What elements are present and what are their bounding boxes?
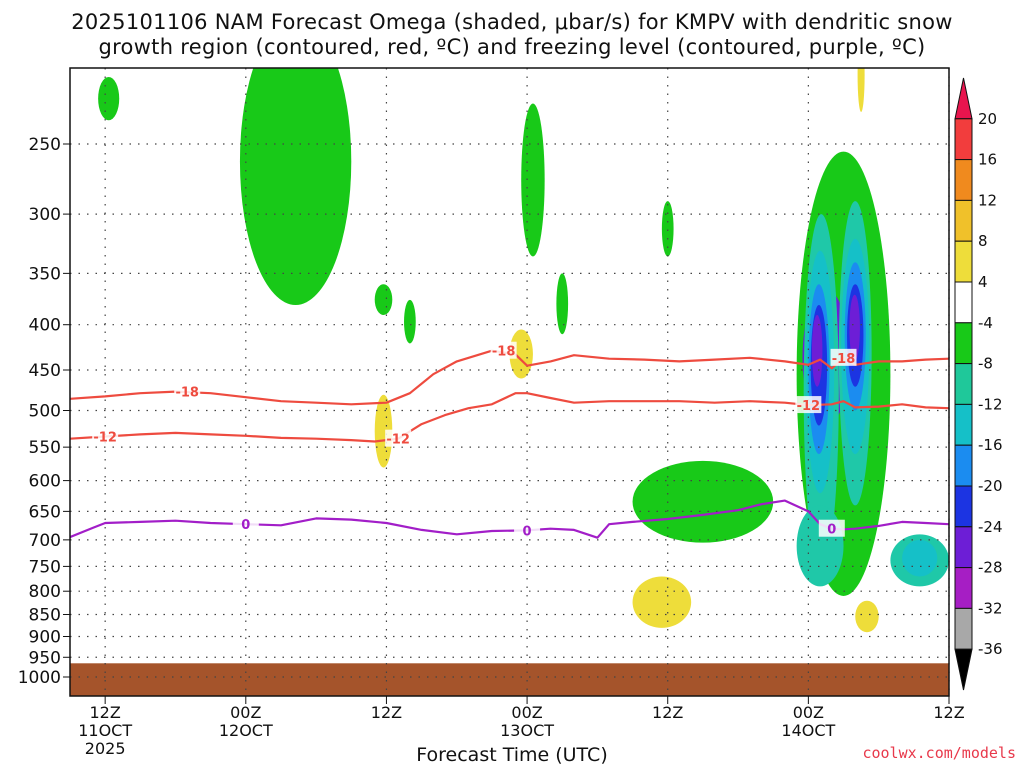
omega-shade-region [556,273,569,335]
omega-shade-region [661,201,674,257]
omega-shade-region [632,576,692,628]
colorbar-swatch [954,403,973,446]
x-tick-label: 14OCT [781,721,835,740]
contour-label: -12 [386,433,410,448]
y-tick-label: 900 [29,627,61,647]
colorbar-label: -36 [978,640,1003,658]
x-tick-label: 11OCT [78,721,132,740]
contour-label: -12 [797,399,821,414]
y-tick-label: 850 [29,606,61,626]
colorbar-swatch [954,322,973,365]
y-tick-label: 650 [29,502,61,522]
omega-core-region [902,539,938,577]
x-tick-label: 12Z [371,703,402,722]
colorbar-label: 16 [978,151,997,169]
y-tick-label: 800 [29,582,61,602]
contour-label: 0 [523,524,532,539]
omega-shade-region [98,76,120,121]
contour-label-bg [514,521,541,539]
y-tick-label: 450 [29,361,61,381]
colorbar-arrow-bottom [954,648,973,691]
contour-label-bg [830,348,857,366]
x-tick-label: 12Z [89,703,120,722]
y-tick-label: 700 [29,531,61,551]
plot-frame [69,67,950,697]
contour-label: 0 [241,518,250,533]
y-tick-label: 550 [29,438,61,458]
colorbar-swatch [954,526,973,569]
omega-core-region [811,314,823,387]
colorbar-swatch [954,567,973,609]
omega-shade-region [239,68,352,305]
colorbar-swatch [954,444,973,487]
colorbar-label: -16 [978,436,1003,454]
x-tick-label: 12Z [933,703,964,722]
chart-title-line1: 2025101106 NAM Forecast Omega (shaded, μ… [71,10,953,34]
x-axis-title: Forecast Time (UTC) [416,744,608,766]
colorbar-swatch [954,118,973,161]
contour-line [70,392,949,443]
colorbar-label: 4 [978,273,988,291]
contour-label-bg [232,515,259,533]
omega-shade-region [521,103,545,257]
omega-shade-region [374,394,393,468]
colorbar-label: -8 [978,355,993,373]
colorbar-swatch [954,159,973,201]
omega-shade-region [632,460,774,543]
colorbar-label: -24 [978,518,1003,536]
y-tick-label: 350 [29,264,61,284]
x-tick-label: 00Z [230,703,261,722]
colorbar-label: 12 [978,191,997,209]
colorbar-label: 8 [978,232,988,250]
colorbar-label: -28 [978,559,1003,577]
contour-label-bg [795,396,822,414]
omega-core-region [849,294,860,362]
x-tick-label: 00Z [793,703,824,722]
colorbar-swatch [954,607,973,650]
y-tick-label: 400 [29,316,61,336]
omega-shade-region [404,299,416,344]
colorbar-arrow-top [954,77,973,120]
chart-title-line2: growth region (contoured, red, ºC) and f… [98,35,926,59]
colorbar-label: -4 [978,314,993,332]
omega-shade-region [374,284,393,315]
x-tick-label: 12OCT [219,721,273,740]
contour-label-bg [385,429,412,447]
contour-label: -12 [93,431,117,446]
y-tick-label: 500 [29,402,61,422]
colorbar-label: -20 [978,477,1003,495]
colorbar-swatch [954,199,973,242]
contour-label-bg [818,519,845,537]
colorbar-label: -12 [978,395,1003,413]
y-tick-label: 300 [29,205,61,225]
terrain-ground [70,663,949,696]
y-tick-label: 1000 [18,668,61,688]
contour-label: -18 [492,345,516,360]
y-tick-label: 250 [29,135,61,155]
y-tick-label: 750 [29,557,61,577]
contour-label: 0 [827,523,836,538]
colorbar-swatch [954,363,973,405]
colorbar-swatch [954,240,973,283]
contour-label-bg [490,341,517,359]
x-tick-label: 2025 [85,739,126,758]
colorbar-label: 20 [978,110,997,128]
contour-label-bg [92,427,119,445]
site-credit[interactable]: coolwx.com/models [862,744,1016,762]
contour-label: -18 [175,386,199,401]
contour-label: -18 [832,352,856,367]
colorbar-swatch [954,281,973,324]
contour-label-bg [174,382,201,400]
x-tick-label: 12Z [652,703,683,722]
omega-shade-region [857,68,865,112]
colorbar-swatch [954,485,973,528]
omega-core-region [796,505,844,587]
y-tick-label: 950 [29,648,61,668]
omega-shade-region [855,600,879,633]
x-tick-label: 13OCT [500,721,554,740]
colorbar-label: -32 [978,599,1003,617]
x-tick-label: 00Z [511,703,542,722]
y-tick-label: 600 [29,472,61,492]
